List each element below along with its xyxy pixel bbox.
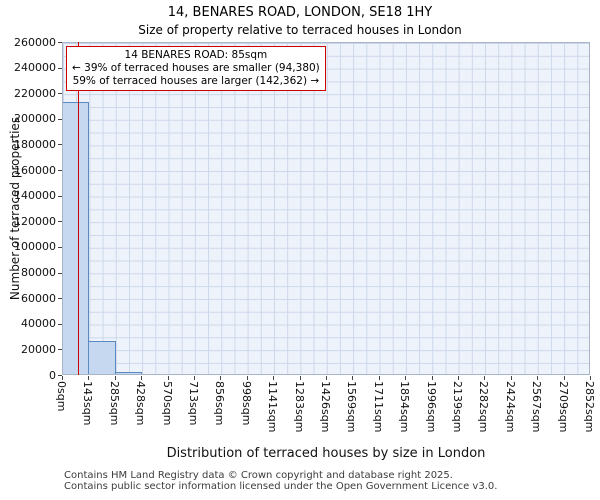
x-tick-mark: [246, 376, 248, 380]
x-tick-label: 143sqm: [81, 381, 95, 426]
x-tick-label: 713sqm: [187, 381, 200, 426]
x-tick-mark: [167, 376, 169, 380]
x-tick-label: 0sqm: [55, 381, 68, 412]
x-tick-mark: [458, 376, 459, 380]
annotation-property-line: 14 BENARES ROAD: 85sqm: [124, 49, 268, 61]
x-tick-mark: [405, 376, 407, 380]
x-tick-label: 1996sqm: [424, 381, 438, 433]
annotation-larger-line: 59% of terraced houses are larger (142,3…: [72, 75, 320, 87]
x-tick-label: 2709sqm: [556, 381, 570, 433]
x-tick-label: 1854sqm: [398, 381, 412, 433]
histogram-bar: [114, 372, 143, 374]
annotation-callout: 14 BENARES ROAD: 85sqm ← 39% of terraced…: [66, 46, 326, 91]
x-tick-label: 1141sqm: [266, 381, 280, 433]
x-tick-mark: [220, 376, 222, 380]
x-axis-label: Distribution of terraced houses by size …: [166, 446, 486, 461]
x-tick-label: 1283sqm: [292, 381, 306, 433]
x-tick-label: 570sqm: [160, 381, 174, 426]
histogram-bar: [88, 341, 116, 374]
x-tick-mark: [141, 376, 143, 380]
x-tick-mark: [590, 376, 591, 380]
y-tick-mark: [58, 375, 62, 376]
x-tick-label: 285sqm: [107, 381, 121, 426]
x-tick-mark: [431, 376, 433, 380]
x-tick-label: 1569sqm: [345, 381, 359, 433]
x-tick-label: 428sqm: [134, 381, 148, 426]
property-marker-line: [77, 42, 79, 375]
x-tick-mark: [484, 376, 486, 380]
chart-subtitle: Size of property relative to terraced ho…: [138, 23, 462, 37]
x-tick-label: 1426sqm: [319, 381, 332, 433]
x-tick-label: 2282sqm: [477, 381, 491, 433]
x-tick-label: 2567sqm: [530, 381, 544, 433]
histogram-bar: [63, 102, 90, 374]
x-tick-label: 2139sqm: [451, 381, 464, 433]
plot-area: [62, 42, 590, 375]
x-tick-mark: [510, 376, 512, 380]
x-tick-label: 1711sqm: [371, 381, 385, 433]
x-tick-mark: [378, 376, 380, 380]
x-tick-label: 2424sqm: [503, 381, 517, 433]
x-tick-label: 2852sqm: [583, 381, 596, 433]
y-axis-label: Number of terraced properties: [8, 116, 22, 301]
x-tick-mark: [563, 376, 565, 380]
x-tick-mark: [62, 376, 63, 380]
annotation-smaller-line: ← 39% of terraced houses are smaller (94…: [72, 62, 320, 74]
x-tick-mark: [88, 376, 90, 380]
x-tick-mark: [352, 376, 354, 380]
x-tick-label: 998sqm: [239, 381, 253, 426]
footer-licence-line: Contains public sector information licen…: [64, 481, 498, 492]
x-tick-mark: [273, 376, 275, 380]
chart-title: 14, BENARES ROAD, LONDON, SE18 1HY: [167, 5, 433, 20]
x-tick-mark: [114, 376, 116, 380]
x-tick-mark: [194, 376, 195, 380]
x-tick-mark: [326, 376, 327, 380]
x-tick-label: 856sqm: [213, 381, 227, 426]
x-tick-mark: [299, 376, 301, 380]
x-tick-mark: [537, 376, 539, 380]
footer-attribution-line: Contains HM Land Registry data © Crown c…: [64, 470, 453, 481]
